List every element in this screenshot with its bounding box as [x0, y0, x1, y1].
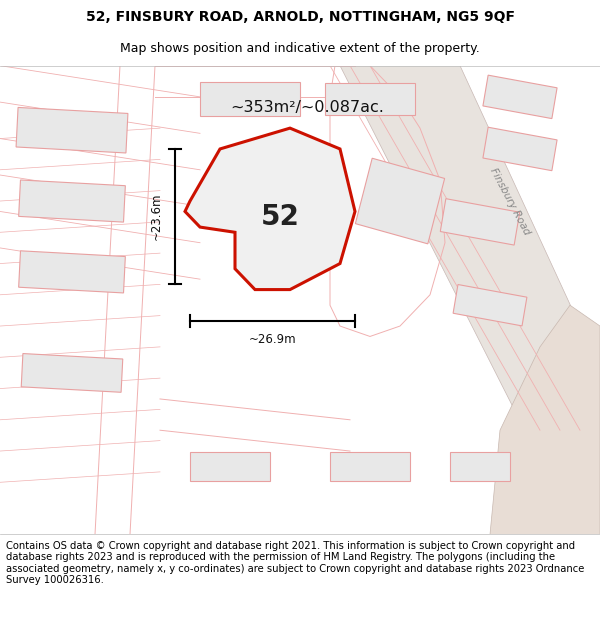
Polygon shape	[440, 199, 520, 245]
Text: ~353m²/~0.087ac.: ~353m²/~0.087ac.	[230, 100, 384, 115]
Polygon shape	[355, 158, 445, 244]
Polygon shape	[190, 452, 270, 481]
Text: 52, FINSBURY ROAD, ARNOLD, NOTTINGHAM, NG5 9QF: 52, FINSBURY ROAD, ARNOLD, NOTTINGHAM, N…	[86, 10, 515, 24]
Polygon shape	[483, 127, 557, 171]
Text: ~23.6m: ~23.6m	[150, 193, 163, 241]
Polygon shape	[19, 180, 125, 222]
Polygon shape	[340, 66, 580, 441]
Polygon shape	[21, 354, 123, 392]
Polygon shape	[453, 284, 527, 326]
Polygon shape	[330, 452, 410, 481]
Text: ~26.9m: ~26.9m	[248, 333, 296, 346]
Polygon shape	[16, 107, 128, 153]
Text: Contains OS data © Crown copyright and database right 2021. This information is : Contains OS data © Crown copyright and d…	[6, 541, 584, 586]
Polygon shape	[19, 251, 125, 293]
Polygon shape	[490, 305, 600, 534]
Polygon shape	[483, 75, 557, 119]
Text: Finsbury Road: Finsbury Road	[488, 166, 532, 236]
Polygon shape	[325, 83, 415, 114]
Polygon shape	[185, 128, 355, 289]
Text: Map shows position and indicative extent of the property.: Map shows position and indicative extent…	[120, 42, 480, 54]
Polygon shape	[450, 452, 510, 481]
Text: 52: 52	[260, 202, 299, 231]
Polygon shape	[200, 82, 300, 116]
